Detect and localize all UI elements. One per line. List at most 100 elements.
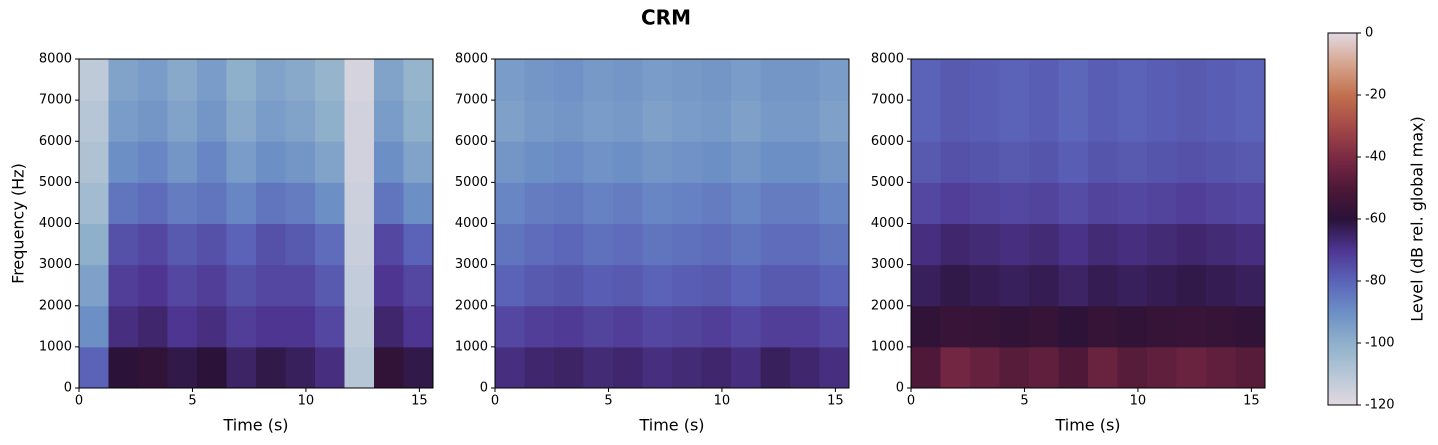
- x-axis-label: Time (s): [1054, 416, 1120, 435]
- heatmap-cell: [701, 100, 732, 142]
- heatmap-cell: [819, 305, 850, 348]
- x-tick-label: 5: [1020, 394, 1028, 409]
- heatmap-cell: [315, 182, 345, 224]
- heatmap-cell: [167, 346, 198, 389]
- heatmap-cell: [256, 223, 286, 266]
- heatmap-cell: [999, 100, 1030, 142]
- heatmap-cell: [495, 305, 525, 348]
- heatmap-cell: [108, 100, 139, 142]
- heatmap-cell: [701, 346, 732, 389]
- heatmap-cell: [731, 264, 761, 307]
- heatmap-cell: [285, 305, 316, 348]
- heatmap-cell: [1206, 100, 1236, 142]
- heatmap-cell: [819, 182, 850, 224]
- heatmap-cell: [672, 141, 702, 183]
- heatmap-cell: [315, 223, 345, 266]
- heatmap-cell: [583, 346, 614, 389]
- heatmap-cell: [344, 141, 375, 183]
- heatmap-cell: [226, 182, 257, 224]
- heatmap-cell: [197, 100, 227, 142]
- heatmap-cell: [403, 305, 434, 348]
- heatmap-cell: [197, 141, 227, 183]
- heatmap-cell: [613, 100, 643, 142]
- heatmap-cell: [197, 305, 227, 348]
- heatmap-cell: [970, 346, 1000, 389]
- heatmap-cell: [374, 182, 404, 224]
- heatmap-cell: [226, 346, 257, 389]
- x-tick-label: 15: [1243, 394, 1260, 409]
- heatmap-cell: [1058, 223, 1089, 266]
- heatmap-cell: [256, 346, 286, 389]
- heatmap-cell: [554, 346, 584, 389]
- heatmap-cell: [344, 305, 375, 348]
- colorbar: [1327, 32, 1358, 406]
- heatmap-cell: [197, 182, 227, 224]
- heatmap-cell: [1088, 100, 1118, 142]
- heatmap-cell: [226, 100, 257, 142]
- heatmap-cell: [315, 264, 345, 307]
- heatmap-cell: [940, 305, 971, 348]
- heatmap-cell: [524, 100, 555, 142]
- heatmap-cell: [524, 264, 555, 307]
- x-axis-label: Time (s): [222, 416, 288, 435]
- heatmap-cell: [970, 305, 1000, 348]
- heatmap-cell: [790, 305, 820, 348]
- heatmap-cell: [1235, 100, 1266, 142]
- heatmap-cell: [911, 182, 941, 224]
- heatmap-cell: [731, 346, 761, 389]
- x-tick-label: 0: [907, 394, 915, 409]
- heatmap-cell: [495, 346, 525, 389]
- x-tick-label: 15: [827, 394, 844, 409]
- heatmap-cell: [911, 264, 941, 307]
- x-tick-label: 0: [75, 394, 83, 409]
- heatmap-cell: [256, 305, 286, 348]
- heatmap-cell: [911, 305, 941, 348]
- heatmap-cell: [285, 223, 316, 266]
- heatmap-cell: [1206, 305, 1236, 348]
- heatmap-cell: [495, 264, 525, 307]
- heatmap-cell: [1176, 100, 1207, 142]
- heatmap-cell: [285, 182, 316, 224]
- heatmap-cell: [1058, 100, 1089, 142]
- heatmap-cell: [731, 100, 761, 142]
- heatmap-cell: [583, 182, 614, 224]
- heatmap-cell: [819, 223, 850, 266]
- heatmap-cell: [495, 100, 525, 142]
- colorbar-tick-label: -80: [1365, 274, 1386, 289]
- colorbar-tick-label: -100: [1365, 336, 1395, 351]
- heatmap-cell: [108, 305, 139, 348]
- heatmap-cell: [642, 182, 673, 224]
- heatmap-cell: [1147, 305, 1177, 348]
- heatmap-cell: [1147, 346, 1177, 389]
- heatmap-cell: [1029, 100, 1059, 142]
- heatmap-cell: [940, 141, 971, 183]
- x-tick-label: 0: [491, 394, 499, 409]
- heatmap-cell: [1029, 223, 1059, 266]
- y-tick-label: 4000: [455, 216, 488, 231]
- heatmap-cell: [1176, 141, 1207, 183]
- heatmap-cell: [197, 264, 227, 307]
- y-tick-label: 2000: [39, 298, 72, 313]
- heatmap-cell: [554, 305, 584, 348]
- heatmap-cell: [970, 100, 1000, 142]
- heatmap-cell: [760, 305, 791, 348]
- heatmap-cell: [167, 223, 198, 266]
- colorbar-tick-label: -120: [1365, 398, 1395, 413]
- y-tick-label: 4000: [871, 216, 904, 231]
- heatmap-cell: [613, 346, 643, 389]
- y-tick-label: 6000: [871, 134, 904, 149]
- heatmap-cell: [1029, 59, 1059, 101]
- heatmap-cell: [285, 100, 316, 142]
- heatmap-cell: [524, 182, 555, 224]
- heatmap-cell: [344, 223, 375, 266]
- heatmap-cell: [554, 100, 584, 142]
- y-tick-label: 0: [480, 381, 488, 396]
- heatmap-cell: [1088, 223, 1118, 266]
- heatmap-cell: [315, 59, 345, 101]
- heatmap-cell: [1235, 264, 1266, 307]
- heatmap-cell: [583, 141, 614, 183]
- heatmap-cell: [999, 141, 1030, 183]
- heatmap-cell: [403, 141, 434, 183]
- heatmap-cell: [760, 346, 791, 389]
- heatmap-cell: [226, 305, 257, 348]
